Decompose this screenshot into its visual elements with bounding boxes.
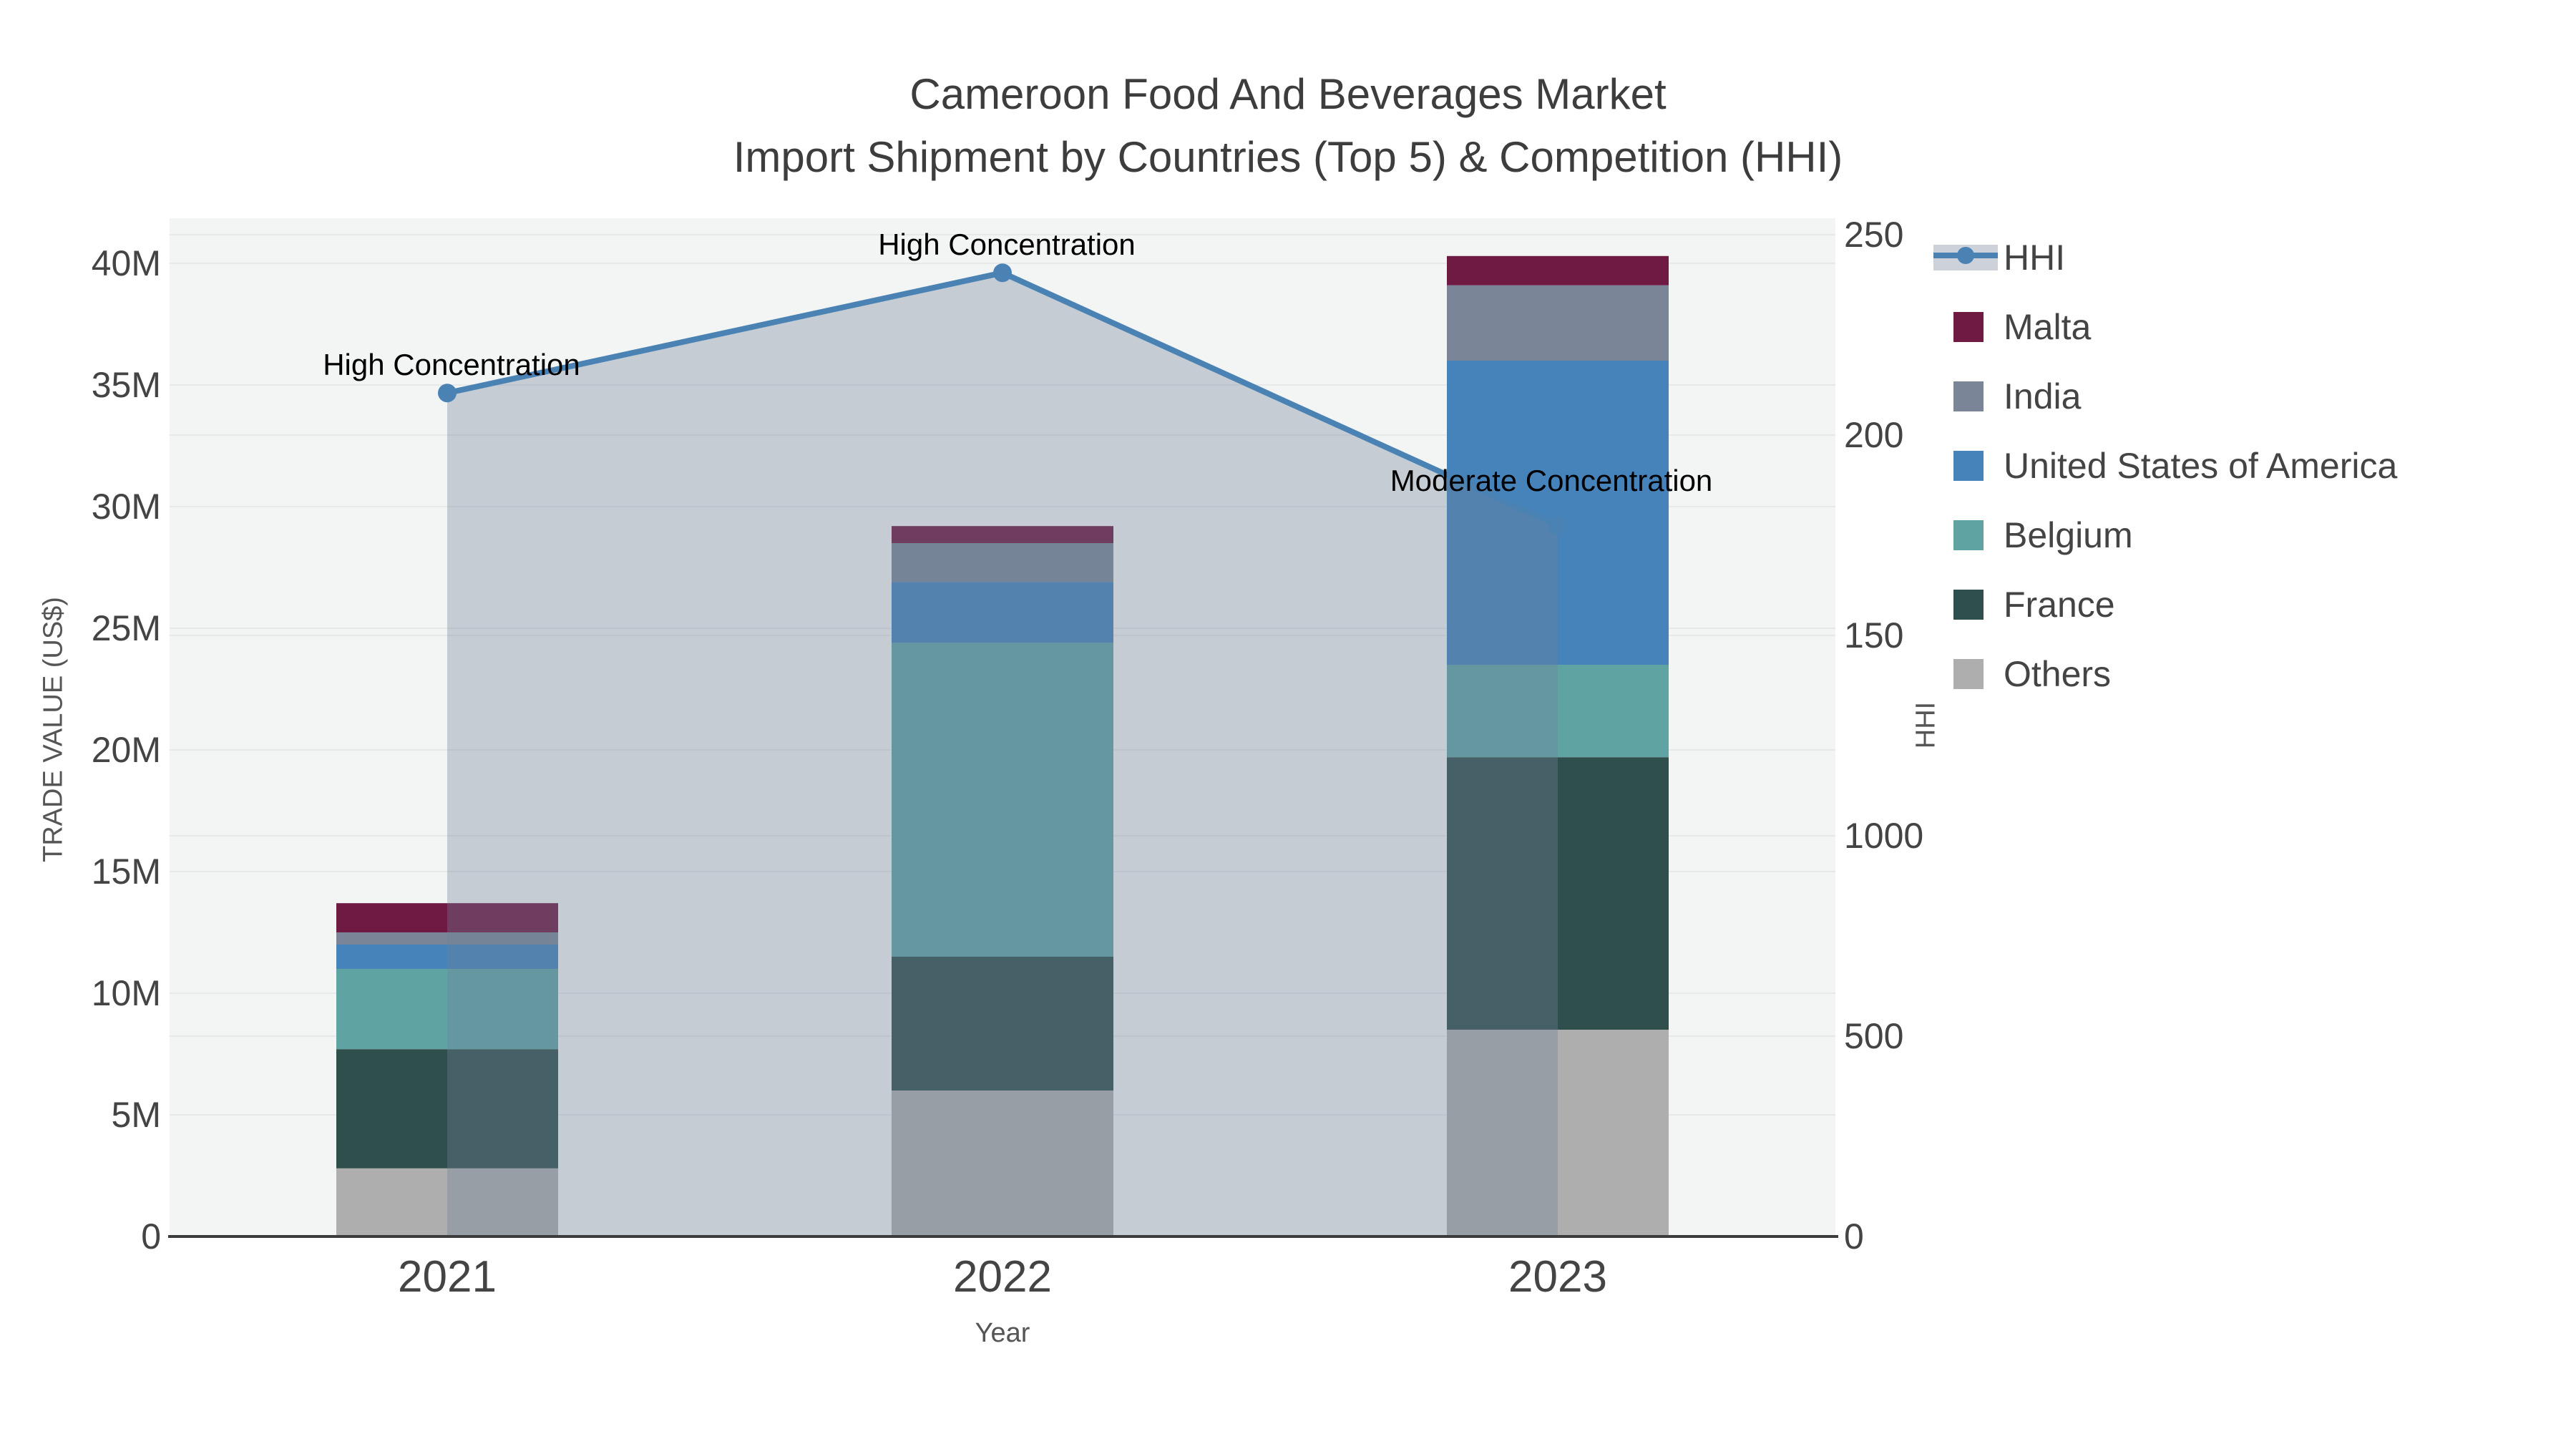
- bar-2023-united-states-of-america: [1447, 361, 1669, 665]
- bar-2021-malta: [336, 903, 558, 932]
- y-right-tick-label: 200: [1844, 415, 1904, 455]
- legend-item-malta[interactable]: Malta: [1933, 292, 2397, 361]
- bar-2021-india: [336, 932, 558, 945]
- hhi-marker-2022: [993, 263, 1012, 283]
- bar-2021-united-states-of-america: [336, 945, 558, 969]
- bar-2022-united-states-of-america: [892, 582, 1113, 643]
- bar-2023-malta: [1447, 255, 1669, 286]
- hhi-line-sample-icon: [1933, 238, 2004, 278]
- belgium-swatch-icon: [1953, 519, 1984, 550]
- x-tick-label: 2022: [953, 1252, 1052, 1302]
- legend: HHI Malta India United States of America…: [1933, 223, 2397, 708]
- bar-2023-belgium: [1447, 665, 1669, 758]
- usa-swatch-icon: [1953, 450, 1984, 481]
- bar-2022-malta: [892, 526, 1113, 543]
- y-left-tick-label: 5M: [111, 1095, 161, 1135]
- chart-title-line1: Cameroon Food And Beverages Market: [909, 70, 1667, 118]
- legend-label: France: [2004, 584, 2115, 625]
- india-swatch-icon: [1953, 381, 1984, 411]
- legend-item-hhi[interactable]: HHI: [1933, 223, 2397, 292]
- y-left-tick-label: 0: [141, 1216, 161, 1257]
- bar-2022-india: [892, 543, 1113, 582]
- chart-title-line2: Import Shipment by Countries (Top 5) & C…: [733, 133, 1843, 181]
- others-swatch-icon: [1953, 658, 1984, 689]
- hhi-marker-2021: [438, 384, 457, 403]
- y-right-tick-label: 250: [1844, 215, 1904, 255]
- y-left-tick-label: 40M: [91, 243, 161, 283]
- y-left-tick-label: 35M: [91, 365, 161, 405]
- y-right-tick-label: 0: [1844, 1216, 1864, 1257]
- legend-label: United States of America: [2004, 445, 2398, 486]
- legend-item-india[interactable]: India: [1933, 361, 2397, 431]
- bar-2021-others: [336, 1168, 558, 1236]
- legend-item-belgium[interactable]: Belgium: [1933, 500, 2397, 570]
- y-left-tick-label: 25M: [91, 608, 161, 648]
- legend-label: Others: [2004, 653, 2112, 694]
- legend-label: Malta: [2004, 306, 2092, 347]
- annotation-2023-moderate-concentration: Moderate Concentration: [1390, 464, 1713, 497]
- legend-label: HHI: [2004, 237, 2066, 278]
- y-right-tick-label: 500: [1844, 1016, 1904, 1056]
- y-right-tick-label: 150: [1844, 615, 1904, 655]
- bar-2022-others: [892, 1091, 1113, 1236]
- chart-title: Cameroon Food And Beverages Market Impor…: [0, 63, 2576, 189]
- bar-2023-others: [1447, 1030, 1669, 1236]
- france-swatch-icon: [1953, 589, 1984, 620]
- x-tick-label: 2021: [398, 1252, 497, 1302]
- bar-2023-france: [1447, 757, 1669, 1030]
- hhi-marker-sample: [1957, 246, 1974, 264]
- x-axis-title: Year: [975, 1318, 1030, 1348]
- y-left-tick-label: 20M: [91, 730, 161, 770]
- y-right-tick-label: 1000: [1844, 816, 1924, 856]
- bar-2021-france: [336, 1049, 558, 1169]
- annotation-2022-high-concentration: High Concentration: [878, 228, 1136, 261]
- malta-swatch-icon: [1953, 311, 1984, 342]
- legend-label: India: [2004, 376, 2082, 416]
- x-tick-label: 2023: [1508, 1252, 1607, 1302]
- legend-item-united-states-of-america[interactable]: United States of America: [1933, 431, 2397, 500]
- legend-item-others[interactable]: Others: [1933, 639, 2397, 708]
- bar-2022-france: [892, 957, 1113, 1091]
- bar-2021-belgium: [336, 969, 558, 1050]
- bar-2023-india: [1447, 285, 1669, 361]
- annotation-2021-high-concentration: High Concentration: [323, 348, 580, 381]
- hhi-area-fill: [447, 273, 1558, 1237]
- y-left-tick-label: 15M: [91, 852, 161, 892]
- legend-item-france[interactable]: France: [1933, 570, 2397, 639]
- y-left-tick-label: 30M: [91, 487, 161, 527]
- hhi-marker-2023: [1548, 516, 1567, 535]
- bar-2022-belgium: [892, 643, 1113, 957]
- legend-label: Belgium: [2004, 514, 2133, 555]
- y-left-tick-label: 10M: [91, 973, 161, 1013]
